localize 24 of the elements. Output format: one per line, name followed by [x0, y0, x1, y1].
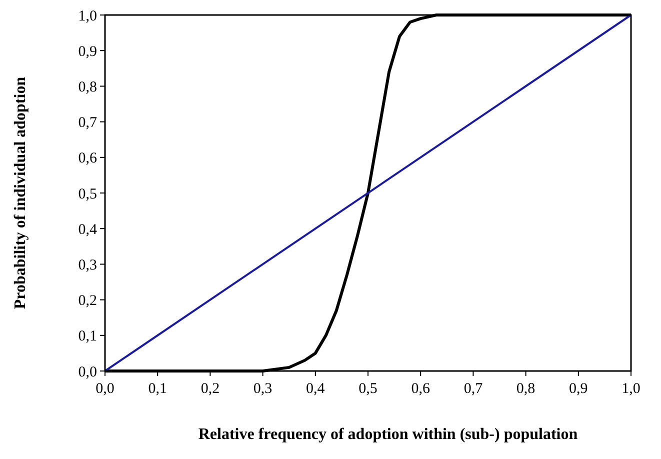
- x-tick-label: 0,2: [200, 381, 220, 397]
- x-tick-label: 0,5: [358, 381, 378, 397]
- y-tick-label: 0,2: [78, 293, 97, 310]
- x-tick-label: 0,4: [306, 381, 326, 397]
- y-tick-label: 0,4: [78, 222, 98, 238]
- y-tick-label: 0,3: [78, 257, 97, 274]
- y-tick-label: 0,1: [78, 328, 97, 345]
- x-tick-label: 0,1: [148, 381, 167, 397]
- y-tick-label: 1,0: [78, 8, 97, 24]
- y-axis-title: Probability of individual adoption: [12, 76, 29, 310]
- y-tick-label: 0,6: [78, 150, 98, 167]
- x-tick-label: 0,3: [253, 381, 272, 397]
- y-tick-label: 0,0: [78, 364, 97, 380]
- x-tick-label: 0,6: [411, 381, 430, 397]
- x-tick-label: 0,0: [96, 381, 114, 397]
- y-tick-label: 0,7: [78, 115, 98, 132]
- y-tick-label: 0,9: [78, 44, 97, 60]
- x-tick-label: 1,0: [622, 381, 640, 397]
- x-tick-label: 0,9: [569, 381, 588, 397]
- y-tick-label: 0,5: [78, 186, 97, 202]
- x-tick-label: 0,7: [464, 381, 484, 397]
- x-tick-label: 0,8: [516, 381, 536, 397]
- x-axis-title: Relative frequency of adoption within (sub-) population: [198, 426, 578, 443]
- y-tick-label: 0,8: [78, 79, 97, 96]
